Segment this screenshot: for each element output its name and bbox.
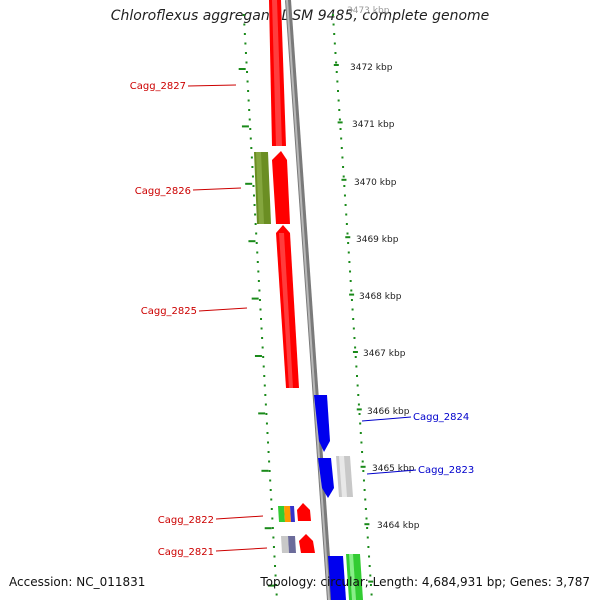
- scale-label: 3464 kbp: [377, 521, 420, 531]
- gene-label-cagg-2823[interactable]: Cagg_2823: [418, 465, 474, 476]
- gene-leader-line: [361, 416, 412, 422]
- scale-label: 3470 kbp: [354, 178, 397, 188]
- outer-ruler: [331, 14, 374, 596]
- inner-ruler: [238, 14, 278, 596]
- gene-leader-line: [187, 84, 237, 87]
- map-title: Chloroflexus aggregans DSM 9485, complet…: [110, 8, 490, 24]
- scale-label: 3466 kbp: [367, 407, 410, 417]
- gene-arrow-cagg-2826[interactable]: [272, 151, 290, 224]
- gene-arrow-cagg-2823[interactable]: [318, 458, 334, 498]
- topology-label: Topology: circular; Length: 4,684,931 bp…: [260, 575, 590, 589]
- gene-label-cagg-2824[interactable]: Cagg_2824: [413, 412, 469, 423]
- gene-leader-line: [198, 307, 248, 312]
- gene-label-cagg-2827[interactable]: Cagg_2827: [130, 81, 186, 92]
- gene-arrow-cagg-2824[interactable]: [314, 395, 330, 452]
- gene-block-cagg-2821[interactable]: [281, 536, 289, 553]
- scale-label: 3472 kbp: [350, 63, 393, 73]
- gene-label-cagg-2822[interactable]: Cagg_2822: [158, 515, 214, 526]
- gene-label-cagg-2825[interactable]: Cagg_2825: [141, 306, 197, 317]
- scale-label: 3473 kbp: [347, 6, 390, 16]
- scale-label: 3469 kbp: [356, 235, 399, 245]
- gene-block-cagg-2822-green[interactable]: [278, 506, 285, 522]
- gene-label-cagg-2826[interactable]: Cagg_2826: [135, 186, 191, 197]
- gene-arrow-cagg-2822[interactable]: [297, 503, 311, 521]
- gene-leader-line: [366, 469, 417, 475]
- gene-leader-line: [215, 515, 264, 520]
- gene-leader-line: [215, 547, 268, 552]
- gene-leader-line: [192, 187, 242, 191]
- scale-label: 3471 kbp: [352, 120, 395, 130]
- gene-arrow-cagg-2821[interactable]: [299, 534, 315, 553]
- gene-block-blue-bottom[interactable]: [328, 556, 346, 600]
- scale-label: 3465 kbp: [372, 464, 415, 474]
- scale-label: 3468 kbp: [359, 292, 402, 302]
- scale-label: 3467 kbp: [363, 349, 406, 359]
- accession-label: Accession: NC_011831: [9, 575, 146, 589]
- gene-label-cagg-2821[interactable]: Cagg_2821: [158, 547, 214, 558]
